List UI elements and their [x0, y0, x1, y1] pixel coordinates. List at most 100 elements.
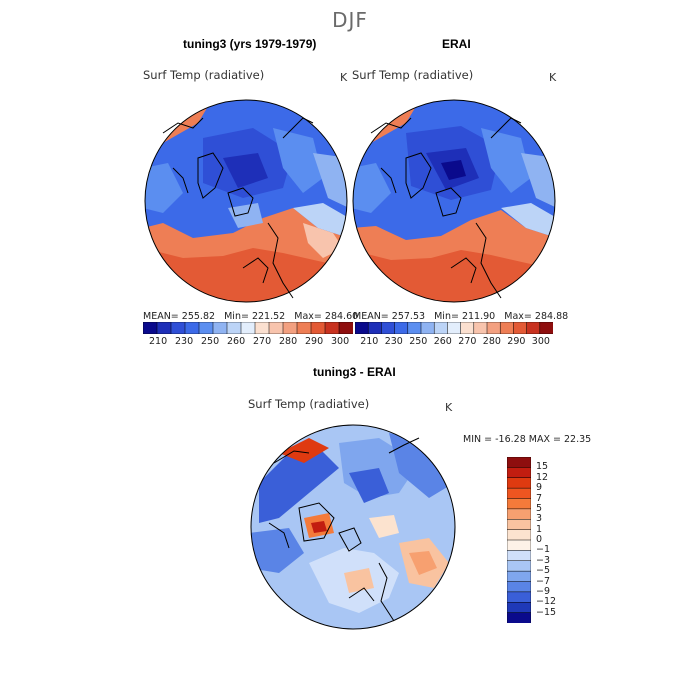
- colorbar-tick-label: 12: [536, 471, 549, 483]
- min-value: -16.28: [495, 434, 526, 445]
- units-label-model: K: [340, 71, 348, 84]
- colorbar-swatch: [212, 322, 228, 334]
- max-value: 22.35: [564, 434, 592, 445]
- colorbar-swatch: [507, 591, 531, 603]
- colorbar-swatch: [381, 322, 396, 334]
- min-label: Min=: [224, 311, 249, 322]
- colorbar-swatch: [507, 467, 531, 479]
- stats-obs: MEAN= 257.53 Min= 211.90 Max= 284.88: [353, 311, 568, 322]
- colorbar-swatch: [507, 539, 531, 551]
- stats-model: MEAN= 255.82 Min= 221.52 Max= 284.60: [143, 311, 358, 322]
- colorbar-swatch: [198, 322, 214, 334]
- units-label-obs: K: [549, 71, 557, 84]
- mean-value: 255.82: [181, 311, 216, 322]
- colorbar-tick-label: 300: [331, 336, 350, 347]
- colorbar-tick-label: 3: [536, 513, 543, 525]
- colorbar-tick-label: 230: [175, 336, 194, 347]
- colorbar-swatch: [507, 602, 531, 614]
- min-label: Min=: [434, 311, 459, 322]
- colorbar-swatch: [507, 457, 531, 468]
- colorbar-swatch: [296, 322, 312, 334]
- colorbar-swatch: [420, 322, 435, 334]
- colorbar-tick-label: 290: [507, 336, 526, 347]
- colorbar-tick-label: 250: [201, 336, 220, 347]
- colorbar-swatch: [310, 322, 326, 334]
- colorbar-swatch: [507, 550, 531, 562]
- mean-label: MEAN=: [143, 311, 179, 322]
- max-value: 284.60: [324, 311, 359, 322]
- colorbar-swatch: [338, 322, 353, 334]
- colorbar-tick-label: −15: [536, 606, 557, 618]
- colorbar-tick-label: 300: [531, 336, 550, 347]
- max-value: 284.88: [534, 311, 569, 322]
- panel-title-obs: ERAI: [442, 37, 471, 51]
- colorbar-tick-label: −5: [536, 565, 551, 577]
- colorbar-swatch: [486, 322, 501, 334]
- colorbar-swatch: [507, 508, 531, 520]
- max-label: MAX =: [528, 434, 561, 445]
- map-border: [250, 424, 456, 630]
- colorbar-swatch: [507, 529, 531, 541]
- colorbar-tick-label: −1: [536, 544, 551, 556]
- panel-title-model: tuning3 (yrs 1979-1979): [183, 37, 317, 51]
- colorbar-swatch: [324, 322, 340, 334]
- colorbar-swatch: [170, 322, 186, 334]
- units-label-diff: K: [445, 401, 453, 414]
- colorbar-tick-label: 5: [536, 502, 543, 514]
- colorbar-tick-label: 7: [536, 492, 543, 504]
- colorbar-swatch: [268, 322, 284, 334]
- variable-label-diff: Surf Temp (radiative): [248, 397, 370, 411]
- panel-title-diff: tuning3 - ERAI: [313, 365, 396, 379]
- colorbar-swatch: [539, 322, 553, 334]
- mean-label: MEAN=: [353, 311, 389, 322]
- colorbar-tick-label: −3: [536, 554, 551, 566]
- colorbar-swatch: [507, 498, 531, 510]
- colorbar-tick-label: 210: [149, 336, 168, 347]
- colorbar-swatch: [226, 322, 242, 334]
- colorbar-swatch: [507, 487, 531, 500]
- colorbar-tick-label: 1: [536, 523, 543, 535]
- colorbar-ticks-model: 210 230 250 260 270 280 290 300: [143, 336, 353, 348]
- map-field-cold-west: [259, 448, 339, 523]
- colorbar-swatch: [367, 322, 382, 334]
- polar-map-model: [144, 99, 348, 303]
- colorbar-swatch: [507, 519, 531, 531]
- colorbar-swatch: [282, 322, 298, 334]
- colorbar-swatch: [507, 560, 531, 572]
- colorbar-obs: [355, 322, 553, 334]
- polar-map-diff: [250, 424, 456, 630]
- colorbar-swatch: [240, 322, 256, 334]
- colorbar-swatch: [473, 322, 488, 334]
- colorbar-swatch: [433, 322, 448, 334]
- colorbar-swatch: [513, 322, 528, 334]
- map-coastlines: [268, 437, 420, 622]
- stats-diff: MIN = -16.28 MAX = 22.35: [463, 434, 591, 445]
- colorbar-tick-label: 250: [409, 336, 428, 347]
- map-border: [144, 99, 348, 303]
- colorbar-tick-label: 280: [482, 336, 501, 347]
- colorbar-tick-label: 260: [227, 336, 246, 347]
- colorbar-diff: [507, 457, 531, 623]
- colorbar-swatch: [143, 322, 158, 334]
- map-coastlines: [370, 117, 522, 299]
- colorbar-tick-label: 230: [384, 336, 403, 347]
- min-value: 221.52: [251, 311, 286, 322]
- polar-map-obs: [352, 99, 556, 303]
- colorbar-tick-label: 210: [360, 336, 379, 347]
- colorbar-swatch: [156, 322, 172, 334]
- colorbar-tick-label: −12: [536, 596, 557, 608]
- colorbar-tick-label: 260: [433, 336, 452, 347]
- colorbar-tick-label: 290: [305, 336, 324, 347]
- max-label: Max=: [504, 311, 532, 322]
- colorbar-swatch: [447, 322, 462, 334]
- max-label: Max=: [294, 311, 322, 322]
- colorbar-swatch: [355, 322, 369, 334]
- colorbar-tick-label: 280: [279, 336, 298, 347]
- colorbar-swatch: [499, 322, 514, 334]
- season-title: DJF: [332, 8, 368, 32]
- colorbar-tick-label: −7: [536, 575, 551, 587]
- colorbar-tick-label: 270: [458, 336, 477, 347]
- map-coastlines: [162, 117, 314, 299]
- colorbar-model: [143, 322, 353, 334]
- colorbar-swatch: [184, 322, 200, 334]
